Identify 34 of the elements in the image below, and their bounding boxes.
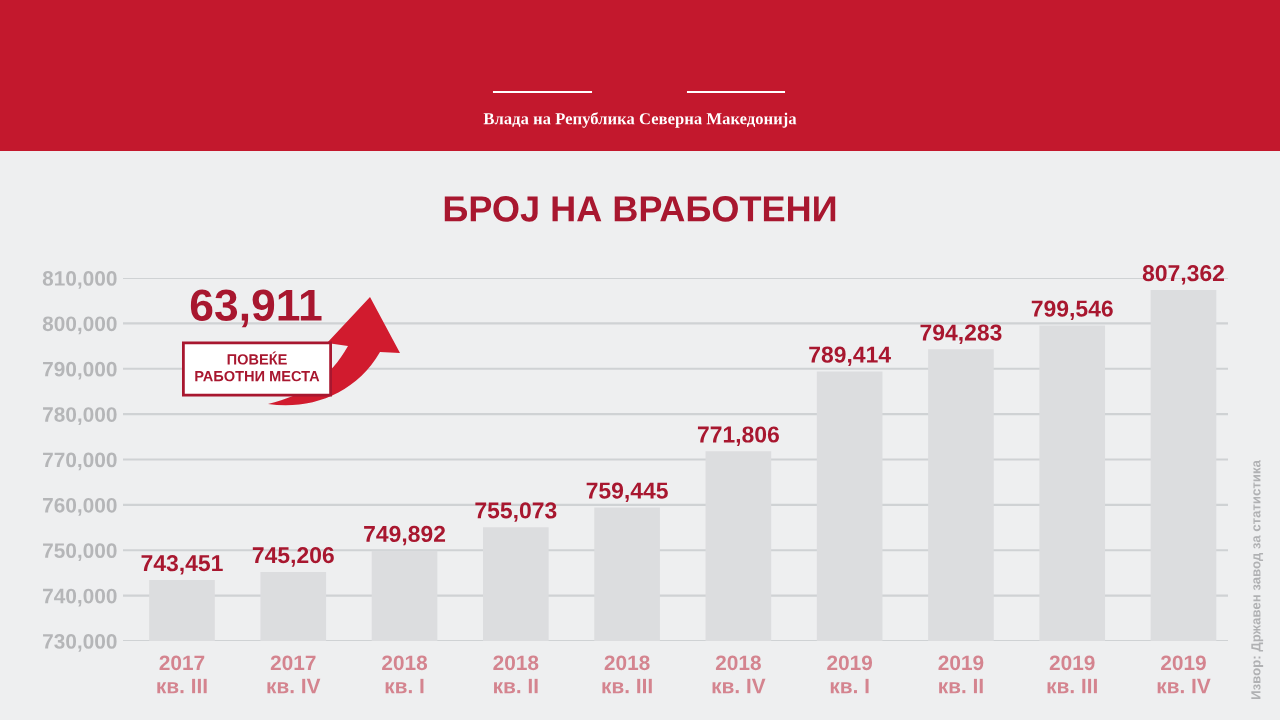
- text: Извор: Државен завод за статистика: [1251, 460, 1264, 699]
- y-tick-label: 770,000: [43, 452, 117, 471]
- data-label: 743,451: [141, 555, 223, 575]
- data-label: 789,414: [809, 346, 891, 367]
- data-label: 799,546: [1031, 300, 1113, 321]
- x-tick-label: 2017 кв. IV: [267, 655, 321, 694]
- x-tick-label: 2018 кв. II: [493, 655, 539, 694]
- x-tick-label: 2019 кв. IV: [1157, 655, 1211, 694]
- y-tick-label: 730,000: [43, 634, 117, 652]
- x-tick-label: 2019 кв. II: [938, 655, 984, 694]
- y-tick-label: 760,000: [43, 497, 117, 516]
- x-tick-label: 2018 кв. IV: [712, 655, 766, 694]
- x-tick-label: 2017 кв. III: [157, 655, 207, 694]
- y-tick-label: 810,000: [42, 271, 117, 289]
- x-tick-label: 2018 кв. I: [382, 655, 428, 694]
- x-tick-label: 2018 кв. III: [602, 655, 652, 694]
- y-tick-label: 780,000: [43, 407, 117, 425]
- annotation: ПОВЕЌЕ РАБОТНИ МЕСТА: [195, 351, 320, 382]
- annotation: 63,911: [190, 289, 322, 328]
- data-label: 749,892: [364, 525, 446, 546]
- data-label: 755,073: [475, 502, 557, 522]
- data-label: 807,362: [1142, 265, 1224, 285]
- y-tick-label: 790,000: [43, 361, 117, 380]
- chart-title: БРОЈ НА ВРАБОТЕНИ: [444, 196, 836, 222]
- text: Влада на Република Северна Македонија: [483, 112, 797, 128]
- y-tick-label: 800,000: [42, 316, 117, 335]
- y-tick-label: 740,000: [43, 588, 117, 607]
- data-label: 794,283: [920, 324, 1002, 344]
- data-label: 759,445: [586, 482, 668, 503]
- x-tick-label: 2019 кв. III: [1047, 655, 1097, 694]
- data-label: 771,806: [697, 426, 779, 446]
- x-tick-label: 2019 кв. I: [827, 655, 873, 694]
- data-label: 745,206: [252, 547, 334, 567]
- y-tick-label: 750,000: [43, 543, 117, 562]
